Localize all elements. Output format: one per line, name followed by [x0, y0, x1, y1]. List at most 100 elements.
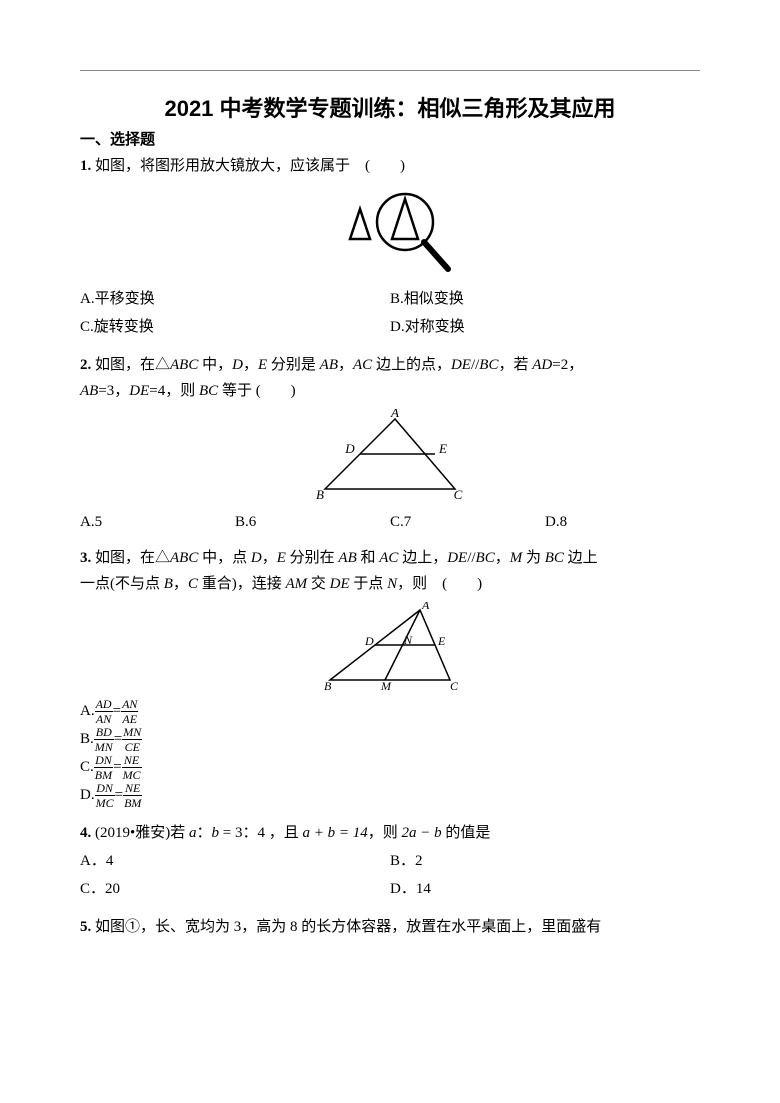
q2-opt-b: B.6	[235, 510, 390, 534]
q3d-d2: BM	[123, 796, 142, 809]
q3-t0: 如图，在△	[95, 550, 170, 566]
q3-opt-b: B.BDMN=MNCE	[80, 726, 700, 753]
q1-opt-a: A.平移变换	[80, 285, 390, 313]
q3-t13: ，则 ( )	[397, 576, 482, 592]
q3-m: M	[380, 679, 392, 692]
q3d-l: D.	[80, 787, 95, 803]
q5-text: 5. 如图①，长、宽均为 3，高为 8 的长方体容器，放置在水平桌面上，里面盛有	[80, 915, 700, 939]
q2-BC: BC	[479, 357, 498, 373]
q2-AC: AC	[353, 357, 372, 373]
q2-AB: AB	[320, 357, 338, 373]
q3-DE2: DE	[330, 576, 350, 592]
q2-eq2: =2，	[552, 357, 583, 373]
triangle-de-bc-icon: A D E B C	[290, 409, 490, 504]
q4-opt-b: B．2	[390, 847, 700, 875]
q3-b: B	[324, 679, 332, 692]
q3-t5: 边上，	[398, 550, 447, 566]
q3-a: A	[421, 602, 430, 612]
top-rule	[80, 70, 700, 71]
q3b-d2: CE	[122, 740, 142, 753]
q2-AD: AD	[532, 357, 552, 373]
q3-options: A.ADAN=ANAE B.BDMN=MNCE C.DNBM=NEMC D.DN…	[80, 698, 700, 809]
q5-body: 如图①，长、宽均为 3，高为 8 的长方体容器，放置在水平桌面上，里面盛有	[95, 919, 601, 935]
q1-num: 1.	[80, 158, 91, 174]
q3-num: 3.	[80, 550, 91, 566]
q2-ab3: =3，	[98, 383, 129, 399]
q2-abc: ABC	[170, 357, 198, 373]
q3-t8: 边上	[564, 550, 598, 566]
q3d-n1: DN	[95, 782, 115, 796]
q1-body: 如图，将图形用放大镜放大，应该属于 ( )	[95, 158, 405, 174]
q3-d: D	[364, 634, 374, 648]
q3-BC2: BC	[545, 550, 564, 566]
q2-opt-d: D.8	[545, 510, 700, 534]
q3d-n2: NE	[123, 782, 142, 796]
q4-text: 4. (2019•雅安)若 a：b = 3：4 ，且 a + b = 14，则 …	[80, 821, 700, 845]
q4-a: a	[189, 825, 197, 841]
q4-t4: 的值是	[442, 825, 491, 841]
q4-e1: a + b = 14	[303, 825, 368, 841]
q3d-d1: MC	[95, 796, 115, 809]
q2-m2: ，	[243, 357, 258, 373]
q2-opt-a: A.5	[80, 510, 235, 534]
q3b-n1: BD	[94, 726, 114, 740]
lbl-c: C	[454, 487, 463, 502]
q3c-n1: DN	[94, 754, 113, 768]
q3-Cp: C	[188, 576, 198, 592]
q3-c: C	[450, 679, 459, 692]
q3-E: E	[277, 550, 286, 566]
q3b-l: B.	[80, 731, 94, 747]
q3-Bp: B	[164, 576, 173, 592]
q4-c1: ：	[197, 825, 212, 841]
q3-DE: DE	[447, 550, 467, 566]
q3c-n2: NE	[122, 754, 142, 768]
q3-BC: BC	[476, 550, 495, 566]
q2-ABv: AB	[80, 383, 98, 399]
q2-m3: 分别是	[267, 357, 320, 373]
q4-src: (2019•雅安)	[95, 825, 170, 841]
q1-figure	[80, 184, 700, 279]
q3-t9: ，	[173, 576, 188, 592]
q2-E: E	[258, 357, 267, 373]
q2-t: 如图，在△	[95, 357, 170, 373]
q2-num: 2.	[80, 357, 91, 373]
q4-options: A．4 B．2 C．20 D．14	[80, 847, 700, 903]
lbl-e: E	[438, 441, 447, 456]
q4-t1: 若	[170, 825, 189, 841]
q3-t4: 和	[357, 550, 380, 566]
q3-figure: A D N E B M C	[80, 602, 700, 692]
q2-bceq: 等于 ( )	[218, 383, 296, 399]
q4-e2: 2a − b	[402, 825, 442, 841]
q2-m5: ，若	[498, 357, 532, 373]
q3-text2: 一点(不与点 B，C 重合)，连接 AM 交 DE 于点 N，则 ( )	[80, 572, 700, 596]
q2-BCv: BC	[199, 383, 218, 399]
q2-D: D	[232, 357, 243, 373]
q3-N: N	[387, 576, 397, 592]
q4-opt-d: D．14	[390, 875, 700, 903]
q3-t10: 重合)，连接	[198, 576, 286, 592]
q4-num: 4.	[80, 825, 91, 841]
q3-t3: 分别在	[286, 550, 339, 566]
page: 2021 中考数学专题训练：相似三角形及其应用 一、选择题 1. 如图，将图形用…	[0, 0, 780, 1103]
q2-text: 2. 如图，在△ABC 中，D，E 分别是 AB，AC 边上的点，DE//BC，…	[80, 353, 700, 377]
lbl-b: B	[316, 487, 324, 502]
q4-opt-a: A．4	[80, 847, 390, 875]
q2-options: A.5 B.6 C.7 D.8	[80, 510, 700, 534]
q3-t2: ，	[262, 550, 277, 566]
lbl-a: A	[390, 409, 399, 420]
triangle-amn-icon: A D N E B M C	[300, 602, 480, 692]
q2-text2: AB=3，DE=4，则 BC 等于 ( )	[80, 379, 700, 403]
q3-t6: ，	[495, 550, 510, 566]
q3b-n2: MN	[122, 726, 142, 740]
q3-t1: 中，点	[198, 550, 251, 566]
q1-opt-b: B.相似变换	[390, 285, 700, 313]
q2-de4: =4，则	[149, 383, 199, 399]
q1-text: 1. 如图，将图形用放大镜放大，应该属于 ( )	[80, 154, 700, 178]
q3-opt-a: A.ADAN=ANAE	[80, 698, 700, 725]
page-title: 2021 中考数学专题训练：相似三角形及其应用	[80, 91, 700, 126]
q1-opt-d: D.对称变换	[390, 313, 700, 341]
magnifier-icon	[310, 184, 470, 279]
q5-num: 5.	[80, 919, 91, 935]
q2-DE: DE	[451, 357, 471, 373]
q3c-d1: BM	[94, 768, 113, 781]
